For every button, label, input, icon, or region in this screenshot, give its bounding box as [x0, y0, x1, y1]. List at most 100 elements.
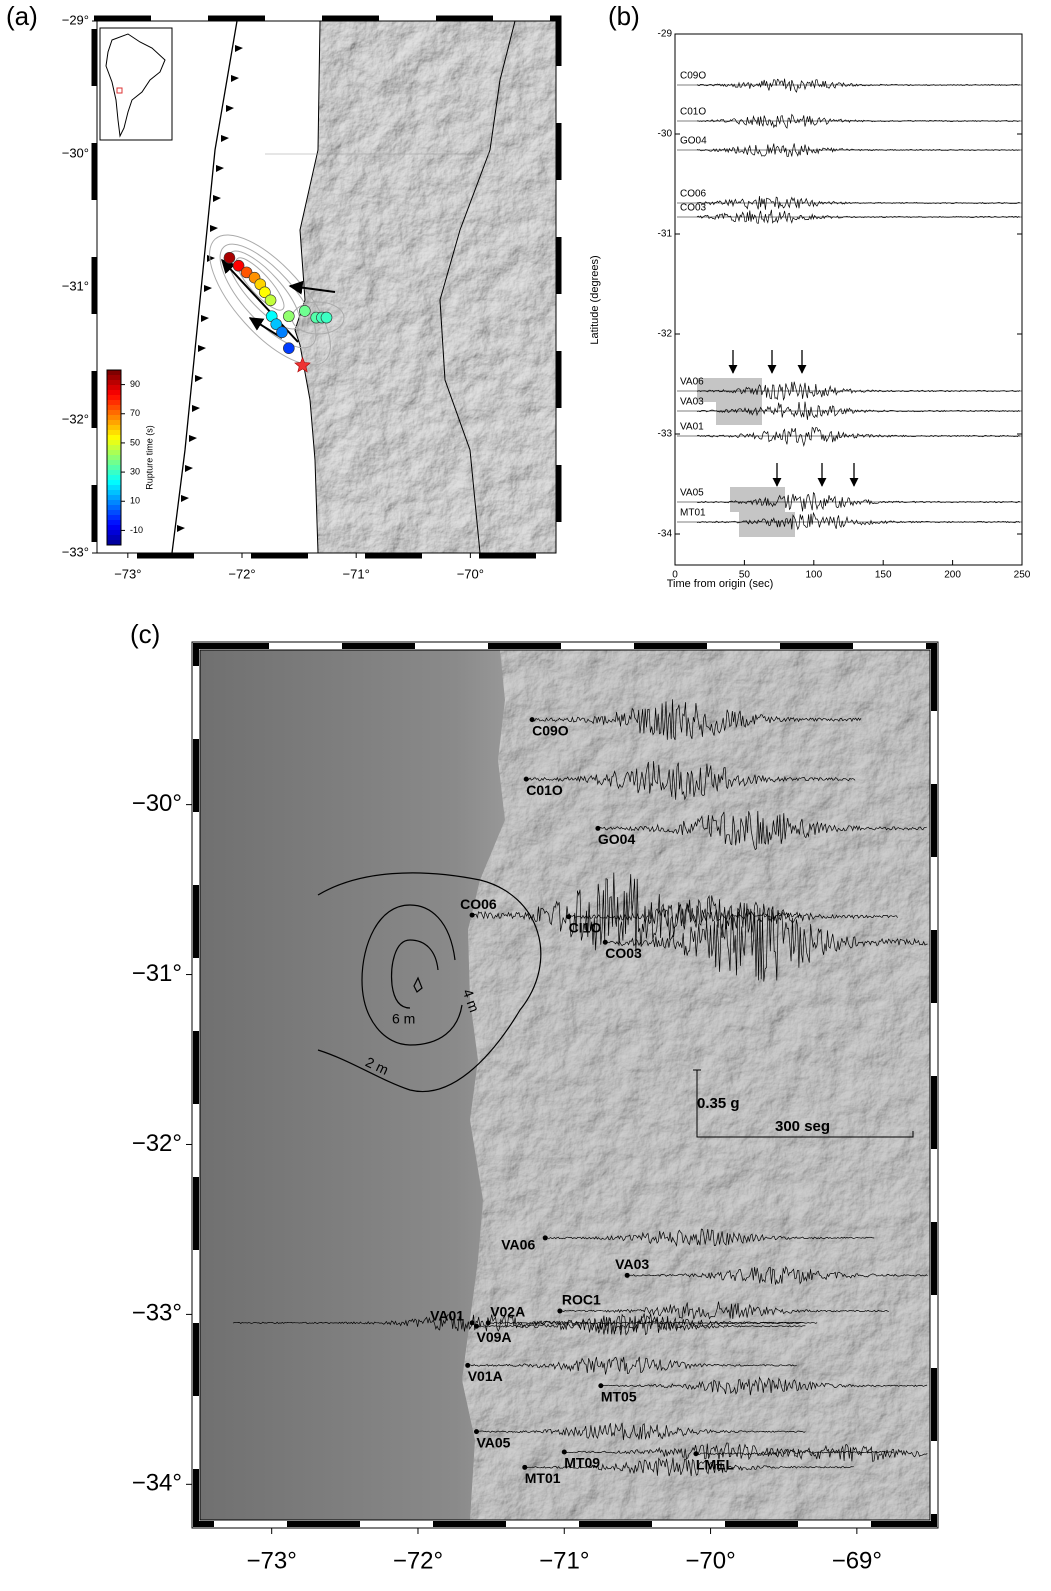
- y-tick-label: −33°: [62, 544, 89, 559]
- station-label: VA05: [680, 488, 704, 499]
- y-tick-label: −32°: [132, 1130, 182, 1157]
- figure: (a) (b) (c) Time from origin (sec) Latit…: [0, 0, 1051, 1591]
- colorbar-step: [107, 400, 121, 406]
- colorbar-step: [107, 420, 121, 426]
- x-tick-label: 100: [805, 570, 822, 581]
- station-label: LMEL: [696, 1456, 735, 1472]
- station-label: CO06: [680, 189, 707, 200]
- contour-label: 6 m: [392, 1011, 415, 1027]
- station-label: MT01: [525, 1470, 561, 1486]
- y-tick-label: -33: [658, 429, 673, 440]
- station: [486, 1320, 491, 1325]
- y-axis-label: Latitude (degrees): [589, 255, 601, 344]
- station-label: ROC1: [562, 1292, 601, 1308]
- station-label: VA05: [476, 1434, 510, 1450]
- station-label: V02A: [490, 1304, 525, 1320]
- station-label: MT01: [680, 508, 706, 519]
- panel-label: (a): [6, 1, 38, 31]
- y-tick-label: -34: [658, 529, 673, 540]
- panel-b-decor: [675, 34, 1022, 565]
- x-tick-label: −70°: [457, 566, 484, 581]
- station-label: V09A: [476, 1329, 511, 1345]
- colorbar-step: [107, 505, 121, 511]
- colorbar-step: [107, 485, 121, 491]
- scale-time: 300 seg: [775, 1118, 830, 1135]
- station-label: CI1O: [569, 919, 602, 935]
- y-tick-label: -31: [658, 229, 673, 240]
- x-tick-label: 0: [672, 570, 678, 581]
- x-tick-label: 250: [1014, 570, 1031, 581]
- y-tick-label: −31°: [132, 960, 182, 987]
- colorbar-step: [107, 490, 121, 496]
- rupture-point: [224, 252, 235, 263]
- x-tick-label: −70°: [685, 1547, 735, 1574]
- rupture-point: [276, 327, 287, 338]
- colorbar-step: [107, 410, 121, 416]
- y-tick-label: −33°: [132, 1300, 182, 1327]
- x-tick-label: −71°: [539, 1547, 589, 1574]
- colorbar-step: [107, 395, 121, 401]
- colorbar-step: [107, 375, 121, 381]
- x-tick-label: −73°: [247, 1547, 297, 1574]
- colorbar-tick-label: 30: [130, 466, 140, 476]
- x-tick-label: −72°: [393, 1547, 443, 1574]
- colorbar-step: [107, 480, 121, 486]
- colorbar-tick-label: 10: [130, 496, 140, 506]
- colorbar-step: [107, 460, 121, 466]
- y-tick-label: −32°: [62, 411, 89, 426]
- colorbar-step: [107, 450, 121, 456]
- station-label: VA06: [680, 377, 704, 388]
- colorbar-tick-label: 90: [130, 379, 140, 389]
- rupture-point: [299, 305, 310, 316]
- station-label: VA01: [430, 1308, 464, 1324]
- colorbar-step: [107, 520, 121, 526]
- station-label: VA06: [501, 1237, 535, 1253]
- colorbar-step: [107, 435, 121, 441]
- y-tick-label: −30°: [62, 145, 89, 160]
- colorbar-step: [107, 385, 121, 391]
- colorbar-step: [107, 510, 121, 516]
- station: [470, 913, 475, 918]
- colorbar-step: [107, 535, 121, 541]
- station: [557, 1308, 562, 1313]
- rupture-point: [321, 312, 332, 323]
- x-tick-label: 200: [944, 570, 961, 581]
- station-label: VA03: [680, 397, 704, 408]
- y-tick-label: -30: [658, 129, 673, 140]
- station-label: C01O: [526, 782, 563, 798]
- colorbar-label: Rupture time (s): [144, 425, 154, 490]
- colorbar-step: [107, 415, 121, 421]
- y-tick-label: -32: [658, 329, 673, 340]
- map-a-background: [94, 18, 559, 556]
- station-label: C09O: [680, 71, 706, 82]
- panel-label: (c): [130, 619, 160, 649]
- x-tick-label: 150: [875, 570, 892, 581]
- map-c-background: [192, 642, 938, 1528]
- y-tick-label: −31°: [62, 278, 89, 293]
- colorbar-tick-label: 70: [130, 408, 140, 418]
- colorbar-step: [107, 495, 121, 501]
- station-label: MT09: [564, 1455, 600, 1471]
- station: [625, 1273, 630, 1278]
- colorbar-tick-label: -10: [130, 525, 143, 535]
- station-label: GO04: [598, 831, 636, 847]
- x-tick-label: −73°: [114, 566, 141, 581]
- colorbar-step: [107, 430, 121, 436]
- station: [470, 1320, 475, 1325]
- y-tick-label: −30°: [132, 790, 182, 817]
- x-axis-label: Time from origin (sec): [667, 578, 774, 590]
- station-label: CO03: [680, 203, 707, 214]
- colorbar-tick-label: 50: [130, 437, 140, 447]
- station-label: VA01: [680, 422, 704, 433]
- colorbar-step: [107, 425, 121, 431]
- colorbar-step: [107, 475, 121, 481]
- station-label: C01O: [680, 107, 706, 118]
- x-tick-label: −69°: [832, 1547, 882, 1574]
- y-tick-label: −29°: [62, 12, 89, 27]
- station-label: VA03: [615, 1256, 649, 1272]
- colorbar-step: [107, 525, 121, 531]
- y-tick-label: −34°: [132, 1470, 182, 1497]
- colorbar-step: [107, 380, 121, 386]
- rupture-point: [283, 311, 294, 322]
- colorbar-step: [107, 530, 121, 536]
